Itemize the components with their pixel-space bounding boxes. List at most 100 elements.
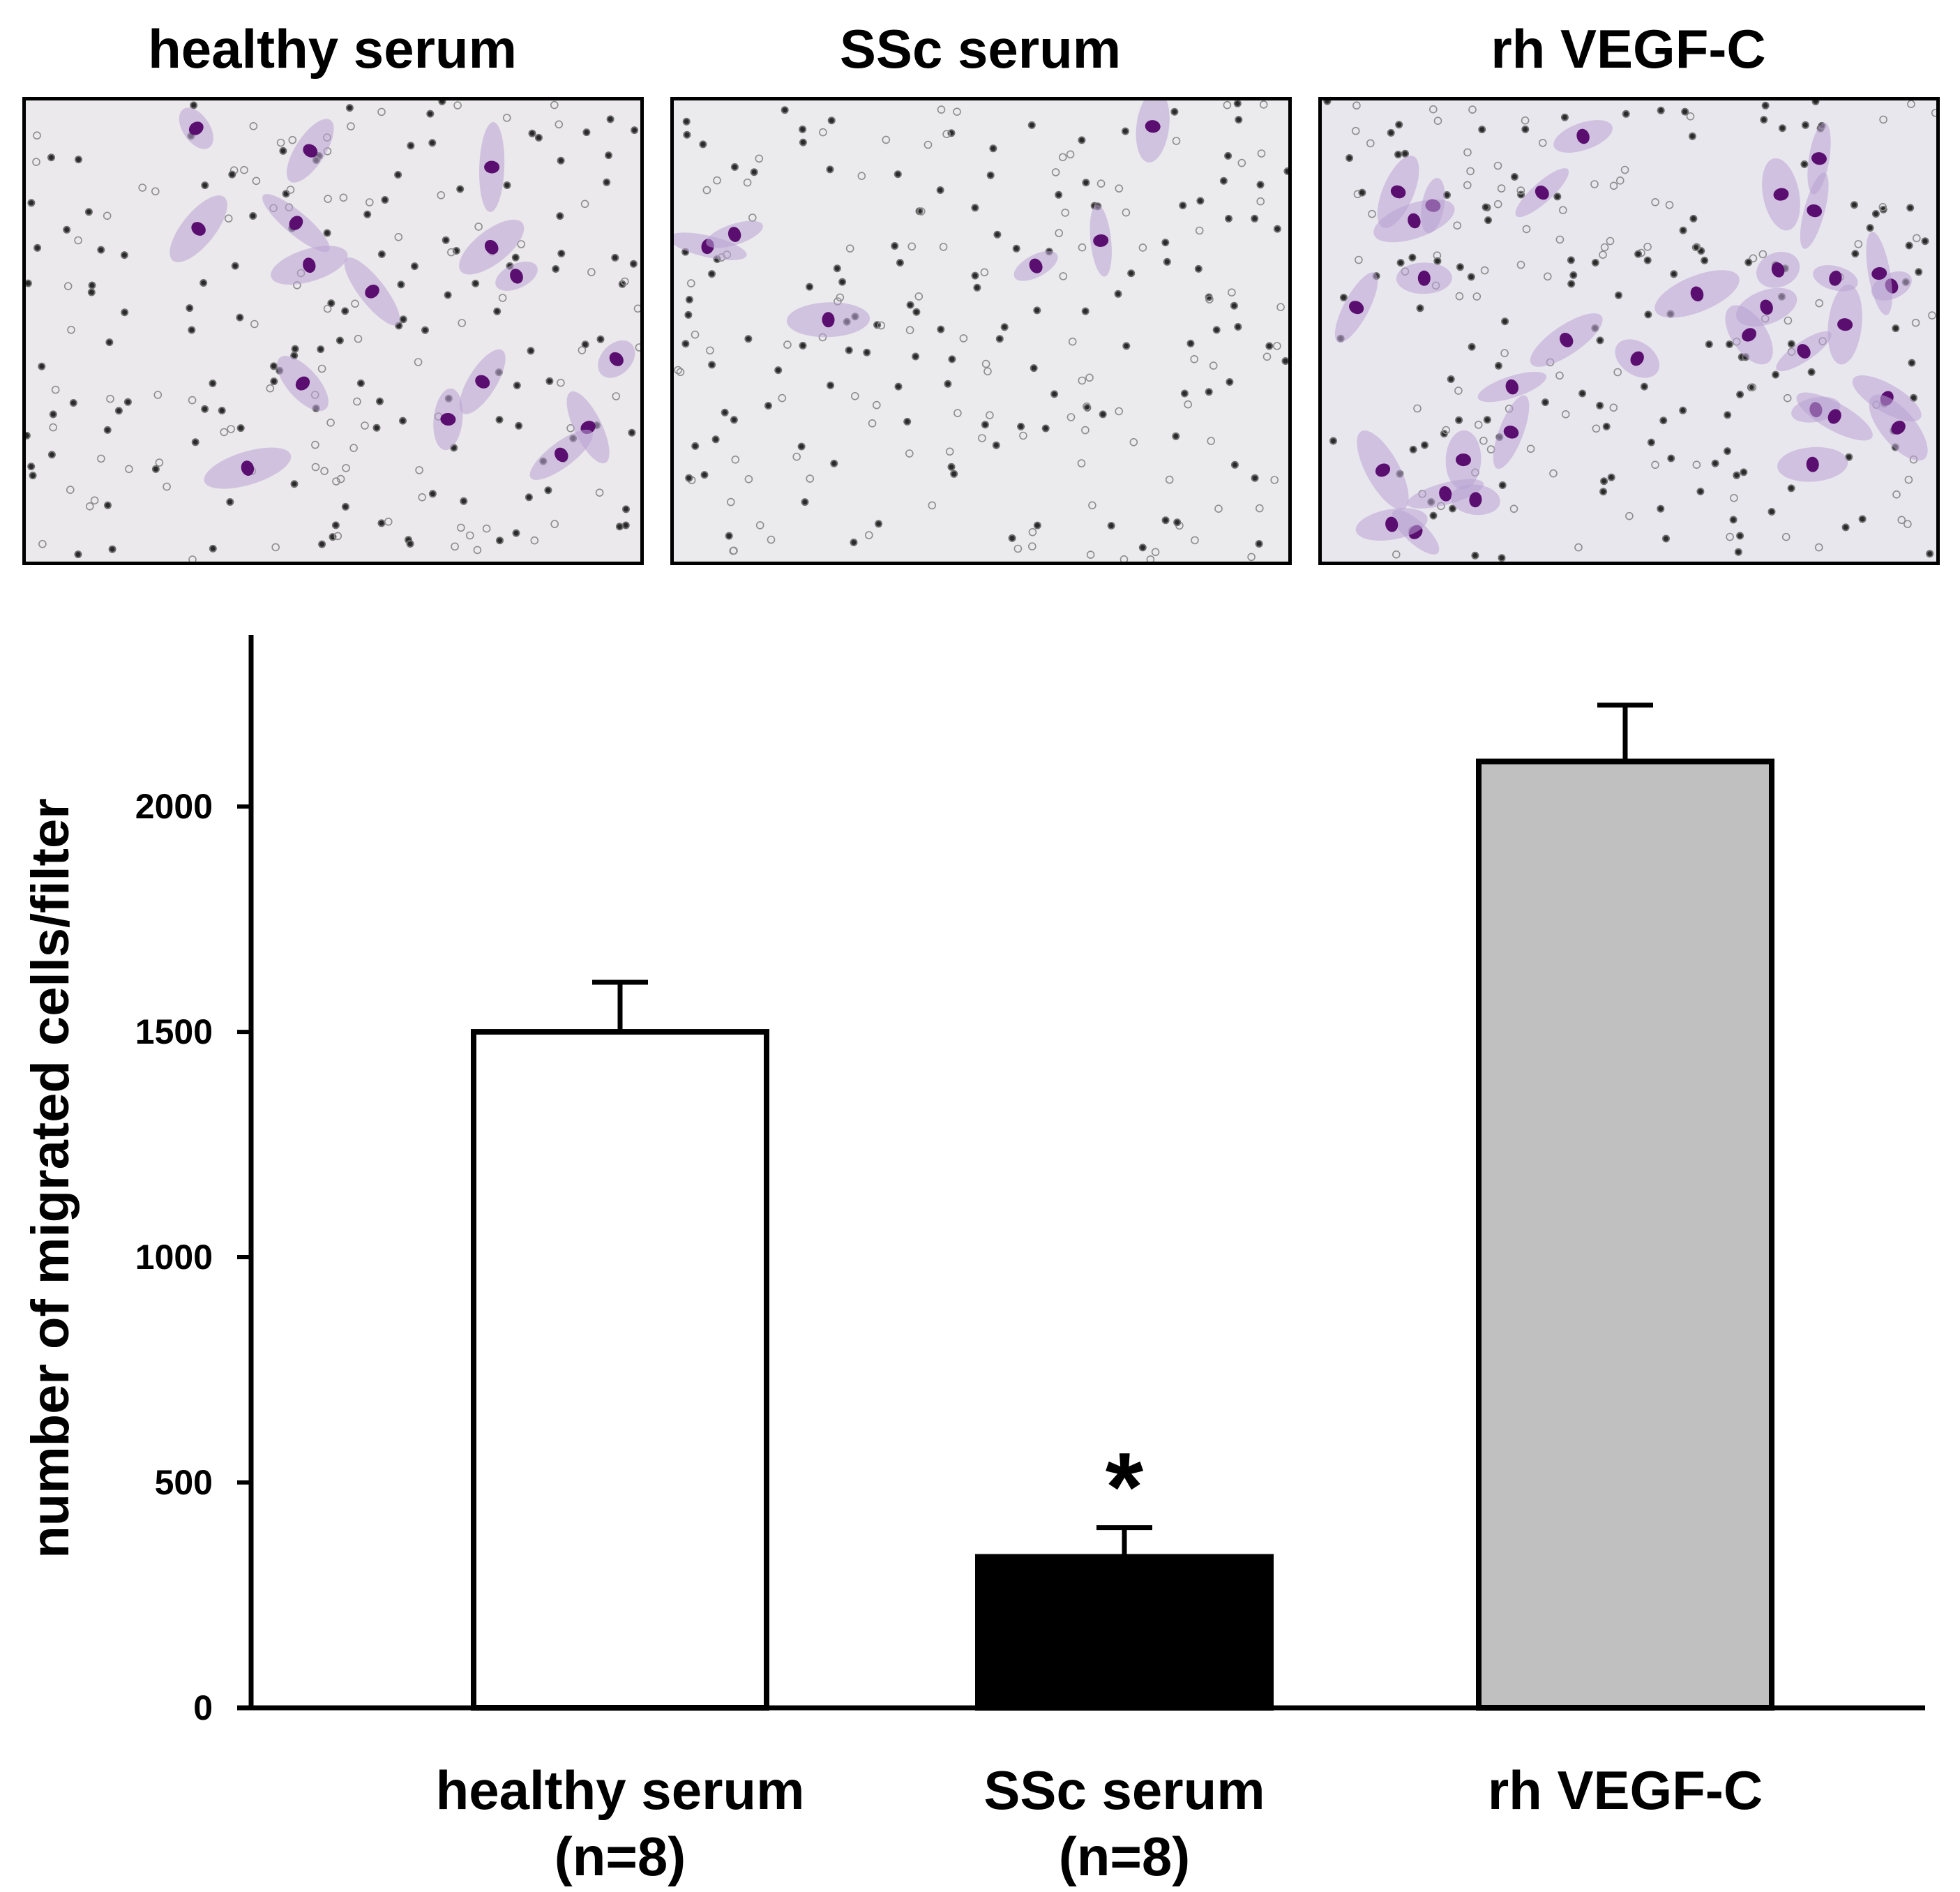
filter-pore <box>276 138 285 147</box>
filter-pore <box>827 117 836 125</box>
filter-pore <box>290 480 299 488</box>
filter-pore <box>906 301 914 309</box>
filter-pore <box>376 397 384 405</box>
filter-pore <box>971 271 979 280</box>
filter-pore <box>327 299 336 308</box>
filter-pore <box>1526 444 1535 453</box>
filter-pore <box>228 170 236 179</box>
filter-pore <box>428 490 437 498</box>
filter-pore <box>581 340 589 349</box>
filter-pore <box>621 521 630 530</box>
filter-pore <box>1904 520 1912 529</box>
filter-pore <box>240 165 248 174</box>
filter-pore <box>730 416 738 424</box>
filter-pore <box>1033 306 1041 315</box>
filter-pore <box>1657 504 1665 513</box>
filter-pore <box>511 253 520 262</box>
filter-pore <box>868 419 877 428</box>
panel-title-rh-vegf-c: rh VEGF-C <box>1491 18 1766 80</box>
filter-pore <box>1345 154 1354 162</box>
filter-pore <box>550 100 559 110</box>
filter-pore <box>97 246 105 254</box>
filter-pore <box>1726 340 1733 348</box>
filter-pore <box>361 421 369 430</box>
filter-pore <box>1729 516 1737 524</box>
cell-nucleus <box>1811 152 1827 165</box>
filter-pore <box>320 467 329 476</box>
filter-pore <box>894 382 903 391</box>
filter-pore <box>1736 532 1744 540</box>
cell-nucleus <box>1837 318 1853 331</box>
filter-pore <box>1500 349 1509 358</box>
filter-pore <box>1230 301 1238 310</box>
filter-pore <box>774 366 783 375</box>
filter-pore <box>1705 340 1713 348</box>
filter-pore <box>456 523 465 532</box>
micrograph-rh-vegf-c-image <box>1322 100 1936 562</box>
filter-pore <box>580 200 589 209</box>
filter-pore <box>220 428 229 437</box>
filter-pore <box>896 259 904 267</box>
filter-pore <box>948 355 956 363</box>
filter-pore <box>1854 240 1863 248</box>
cell-nucleus <box>440 412 456 426</box>
filter-pore <box>1484 216 1492 225</box>
filter-pore <box>1516 186 1525 195</box>
cell-nucleus <box>1503 426 1519 439</box>
filter-pore <box>1184 400 1193 409</box>
filter-pore <box>1466 167 1475 176</box>
filter-pore <box>1194 264 1203 273</box>
filter-pore <box>1607 473 1615 481</box>
filter-pore <box>928 501 937 510</box>
cell-nucleus <box>1469 492 1482 508</box>
filter-pore <box>1455 416 1463 424</box>
filter-pore <box>1068 337 1077 346</box>
filter-pore <box>460 497 468 505</box>
filter-pore <box>1161 516 1170 525</box>
filter-pore <box>188 555 197 562</box>
filter-pore <box>249 121 258 130</box>
filter-pore <box>587 268 596 276</box>
filter-pore <box>914 292 924 301</box>
filter-pore <box>1270 476 1279 484</box>
micrograph-rh-vegf-c <box>1318 97 1940 565</box>
filter-pore <box>1471 551 1479 560</box>
filter-pore <box>1392 550 1401 559</box>
filter-pore <box>944 380 952 388</box>
filter-pore <box>684 310 693 319</box>
filter-pore <box>981 421 989 429</box>
filter-pore <box>993 230 1002 239</box>
filter-pore <box>767 535 776 544</box>
filter-pore <box>38 539 47 548</box>
filter-pore <box>700 471 709 479</box>
filter-pore <box>1761 101 1770 110</box>
filter-pore <box>1088 501 1096 510</box>
filter-pore <box>1472 292 1482 301</box>
filter-pore <box>1733 471 1741 479</box>
y-axis-title: number of migrated cells/filter <box>21 798 80 1559</box>
filter-pore <box>1494 361 1502 370</box>
filter-pore <box>686 279 695 287</box>
cell-nucleus <box>191 222 206 236</box>
filter-pore <box>1429 105 1438 114</box>
cell-nucleus <box>484 160 500 174</box>
filter-pore <box>1207 437 1216 445</box>
filter-pore <box>986 411 994 420</box>
cell-nucleus <box>1145 120 1161 133</box>
filter-pore <box>1850 201 1858 209</box>
filter-pore <box>1521 125 1530 133</box>
filter-pore <box>123 398 132 406</box>
filter-pore <box>437 191 446 200</box>
filter-pore <box>1644 310 1652 319</box>
filter-pore <box>153 391 163 399</box>
filter-pore <box>63 282 73 291</box>
cell-nucleus <box>1827 409 1841 424</box>
filter-pore <box>209 380 217 387</box>
filter-pore <box>1449 504 1456 513</box>
filter-pore <box>1541 398 1549 407</box>
filter-pore <box>410 262 419 271</box>
filter-pore <box>1543 272 1552 281</box>
filter-pore <box>1223 100 1232 110</box>
filter-pore <box>905 449 914 458</box>
filter-pore <box>1726 532 1734 541</box>
